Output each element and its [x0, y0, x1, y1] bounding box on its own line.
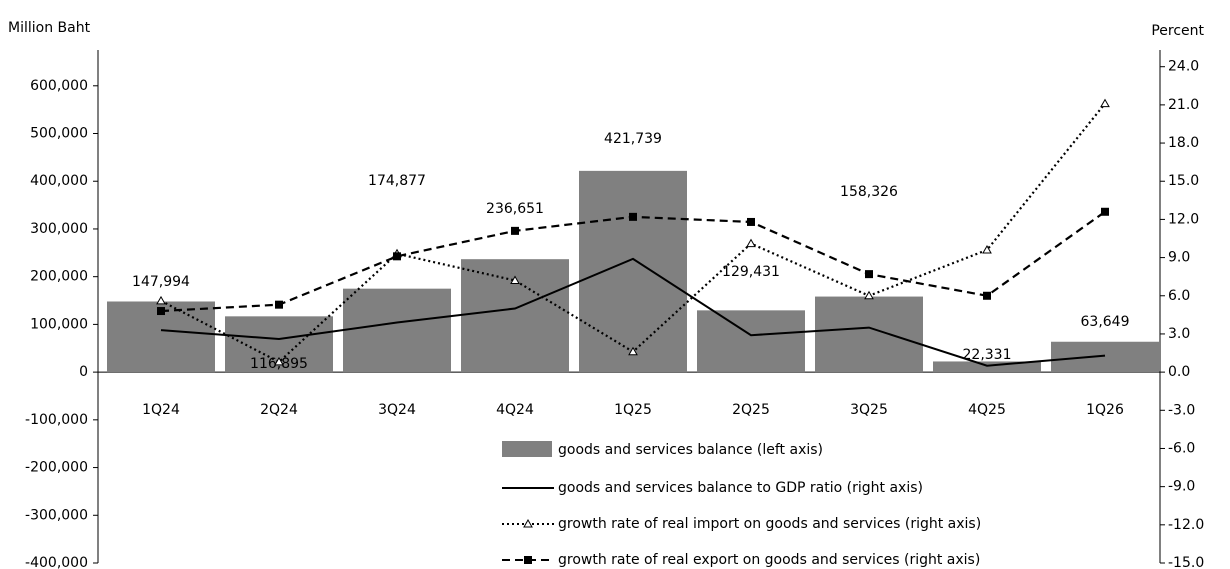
- y2-tick-label: 21.0: [1168, 97, 1199, 113]
- y2-tick-label: -15.0: [1168, 555, 1204, 569]
- y2-tick-label: 12.0: [1168, 211, 1199, 227]
- legend-label: goods and services balance to GDP ratio …: [558, 480, 923, 496]
- x-tick-label: 4Q24: [496, 402, 534, 418]
- y-tick-label: 100,000: [30, 316, 88, 332]
- bar: [697, 310, 805, 373]
- square-marker: [275, 300, 283, 309]
- triangle-marker: [746, 238, 756, 248]
- bar-value-label: 129,431: [722, 264, 780, 280]
- triangle-marker: [510, 275, 520, 284]
- square-marker: [157, 307, 165, 316]
- y-tick-label: -300,000: [25, 507, 88, 523]
- bar-value-label: 22,331: [963, 347, 1012, 363]
- triangle-marker: [274, 356, 284, 366]
- square-marker: [1101, 207, 1109, 216]
- bar-value-label: 421,739: [604, 131, 662, 147]
- square-marker: [511, 226, 519, 235]
- y2-tick-label: 6.0: [1168, 288, 1190, 304]
- bar: [343, 288, 451, 373]
- legend-marker: [523, 518, 533, 528]
- y2-tick-label: 24.0: [1168, 59, 1199, 75]
- y-tick-label: 200,000: [30, 269, 88, 285]
- triangle-marker: [982, 244, 992, 254]
- legend-label: growth rate of real import on goods and …: [558, 516, 981, 532]
- legend-label: growth rate of real export on goods and …: [558, 552, 980, 568]
- bar: [1051, 341, 1159, 373]
- y-tick-label: -200,000: [25, 460, 88, 476]
- bar-value-label: 174,877: [368, 173, 426, 189]
- legend-swatch: [502, 441, 552, 457]
- x-tick-label: 2Q25: [732, 402, 770, 418]
- triangle-marker: [1100, 98, 1110, 108]
- bar-value-label: 147,994: [132, 274, 190, 290]
- square-marker: [629, 212, 637, 221]
- bar: [579, 170, 687, 373]
- x-tick-label: 3Q24: [378, 402, 416, 418]
- y-tick-label: 0: [79, 364, 88, 380]
- x-tick-label: 3Q25: [850, 402, 888, 418]
- y2-tick-label: 9.0: [1168, 250, 1190, 266]
- y-tick-label: -100,000: [25, 412, 88, 428]
- bar-value-label: 236,651: [486, 201, 544, 217]
- y-tick-label: 600,000: [30, 78, 88, 94]
- x-tick-label: 4Q25: [968, 402, 1006, 418]
- bar: [815, 296, 923, 373]
- y-axis-label: Million Baht: [8, 20, 91, 36]
- y2-tick-label: 15.0: [1168, 173, 1199, 189]
- y2-tick-label: -12.0: [1168, 517, 1204, 533]
- y-tick-label: 400,000: [30, 173, 88, 189]
- triangle-marker: [156, 295, 166, 305]
- line-series: [160, 257, 1106, 367]
- y-tick-label: -400,000: [25, 555, 88, 569]
- y2-tick-label: 3.0: [1168, 326, 1190, 342]
- triangle-marker: [628, 346, 638, 356]
- y2-tick-label: -6.0: [1168, 440, 1195, 456]
- y2-axis-label: Percent: [1151, 23, 1204, 39]
- y2-tick-label: 0.0: [1168, 364, 1190, 380]
- square-marker: [983, 291, 991, 300]
- y2-tick-label: -3.0: [1168, 402, 1195, 418]
- x-tick-label: 1Q25: [614, 402, 652, 418]
- legend-marker: [524, 556, 532, 564]
- y2-tick-label: 18.0: [1168, 135, 1199, 151]
- bar-value-label: 158,326: [840, 184, 898, 200]
- square-marker: [393, 252, 401, 261]
- legend-label: goods and services balance (left axis): [558, 442, 823, 458]
- bar-value-label: 63,649: [1081, 314, 1130, 330]
- y-tick-label: 300,000: [30, 221, 88, 237]
- square-marker: [865, 270, 873, 279]
- x-tick-label: 1Q24: [142, 402, 180, 418]
- x-tick-label: 1Q26: [1086, 402, 1124, 418]
- square-marker: [747, 217, 755, 226]
- x-tick-label: 2Q24: [260, 402, 298, 418]
- bar: [933, 361, 1041, 373]
- triangle-marker: [864, 290, 874, 300]
- y-tick-label: 500,000: [30, 126, 88, 142]
- y2-tick-label: -9.0: [1168, 479, 1195, 495]
